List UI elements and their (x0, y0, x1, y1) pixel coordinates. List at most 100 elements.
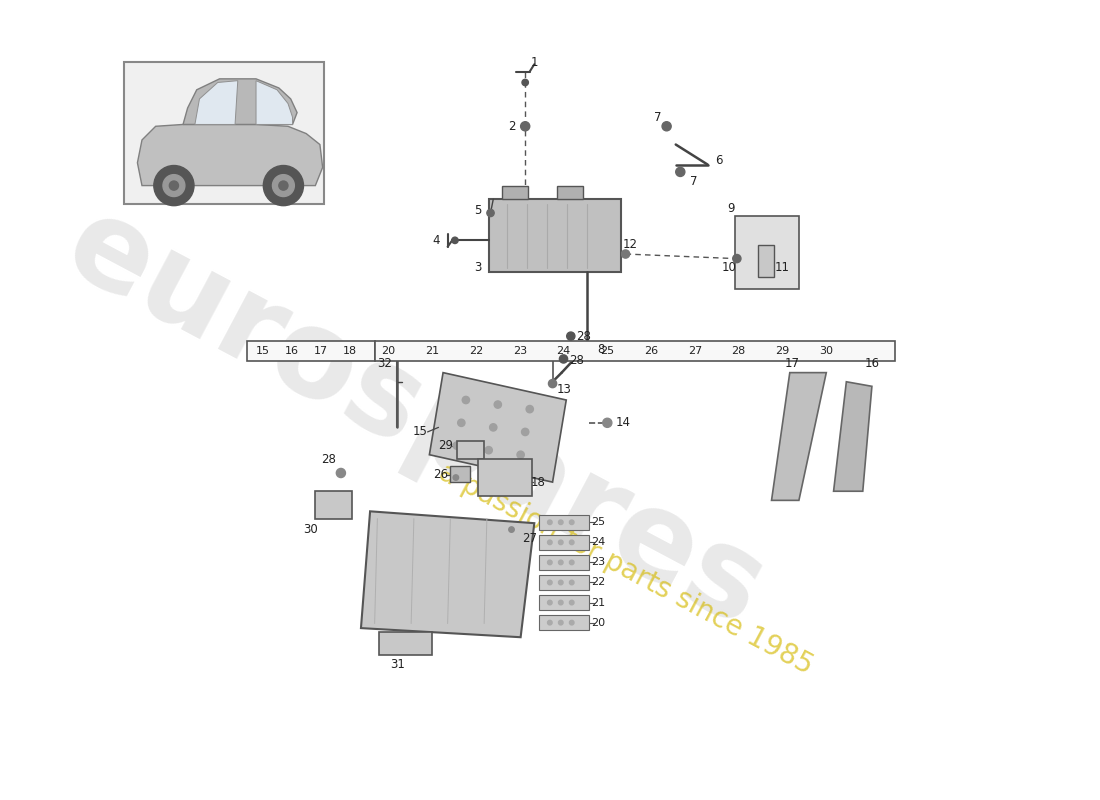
Bar (539, 515, 590, 530)
Circle shape (733, 254, 741, 262)
Text: 8: 8 (597, 343, 605, 356)
Circle shape (549, 379, 557, 388)
Bar (735, 216, 799, 289)
Circle shape (548, 600, 552, 605)
Text: 1: 1 (530, 56, 538, 69)
Polygon shape (429, 373, 566, 482)
Text: 10: 10 (722, 262, 736, 274)
Circle shape (337, 469, 345, 478)
Circle shape (548, 580, 552, 585)
Text: 28: 28 (732, 346, 746, 356)
Text: 21: 21 (425, 346, 439, 356)
Text: 23: 23 (513, 346, 527, 356)
Circle shape (603, 418, 612, 427)
Circle shape (559, 620, 563, 625)
Circle shape (273, 174, 295, 197)
Circle shape (570, 580, 574, 585)
Text: 11: 11 (776, 262, 790, 274)
Text: 7: 7 (653, 110, 661, 124)
Circle shape (485, 446, 493, 454)
Bar (557, 186, 583, 199)
Bar (758, 245, 774, 277)
Circle shape (548, 520, 552, 525)
Circle shape (462, 396, 470, 404)
Circle shape (522, 79, 528, 86)
Text: 3: 3 (474, 262, 482, 274)
Text: 7: 7 (690, 174, 697, 187)
Circle shape (452, 237, 458, 243)
Bar (539, 535, 590, 550)
Circle shape (675, 167, 685, 177)
Polygon shape (195, 81, 238, 125)
Text: 30: 30 (820, 346, 834, 356)
Circle shape (517, 451, 525, 458)
Polygon shape (256, 81, 293, 125)
Text: 2: 2 (508, 120, 515, 133)
Circle shape (621, 250, 629, 258)
Circle shape (570, 560, 574, 565)
Circle shape (154, 166, 194, 206)
Text: 22: 22 (591, 578, 605, 587)
Bar (539, 575, 590, 590)
Circle shape (570, 600, 574, 605)
Text: 28: 28 (576, 330, 591, 342)
Bar (379, 632, 432, 655)
Text: 18: 18 (343, 346, 358, 356)
Text: 26: 26 (644, 346, 658, 356)
Circle shape (559, 600, 563, 605)
Text: 6: 6 (715, 154, 723, 166)
Text: 15: 15 (255, 346, 270, 356)
Circle shape (458, 419, 465, 426)
Text: eurospares: eurospares (47, 186, 784, 651)
Text: 4: 4 (432, 234, 440, 247)
Polygon shape (138, 125, 322, 186)
Circle shape (570, 520, 574, 525)
Text: 28: 28 (569, 354, 584, 367)
Circle shape (548, 540, 552, 545)
Bar (488, 199, 622, 272)
Text: 30: 30 (304, 523, 318, 536)
Polygon shape (183, 79, 297, 125)
Circle shape (526, 406, 534, 413)
Circle shape (548, 560, 552, 565)
Circle shape (520, 122, 530, 131)
Bar (246, 341, 375, 361)
Text: a passion for parts since 1985: a passion for parts since 1985 (433, 458, 817, 680)
Circle shape (570, 540, 574, 545)
Bar (316, 491, 352, 518)
Circle shape (487, 210, 494, 217)
Bar (539, 555, 590, 570)
Circle shape (570, 620, 574, 625)
Circle shape (548, 620, 552, 625)
Text: 12: 12 (623, 238, 638, 251)
Bar (456, 441, 484, 459)
Circle shape (278, 181, 288, 190)
Circle shape (163, 174, 185, 197)
Polygon shape (361, 511, 535, 638)
Text: 29: 29 (776, 346, 790, 356)
Polygon shape (771, 373, 826, 500)
Text: 9: 9 (727, 202, 735, 215)
Circle shape (490, 424, 497, 431)
Circle shape (453, 475, 459, 480)
Text: 18: 18 (530, 476, 546, 489)
Bar (503, 186, 528, 199)
Circle shape (559, 540, 563, 545)
Bar (375, 341, 894, 361)
Text: 28: 28 (321, 453, 337, 466)
Text: 27: 27 (522, 532, 537, 545)
Bar (123, 62, 324, 204)
Text: 23: 23 (591, 558, 605, 567)
Circle shape (566, 332, 575, 340)
Circle shape (509, 527, 514, 532)
Text: 14: 14 (615, 416, 630, 430)
Text: 32: 32 (377, 357, 392, 370)
Text: 17: 17 (314, 346, 328, 356)
Bar (539, 615, 590, 630)
Circle shape (559, 560, 563, 565)
Text: 5: 5 (474, 204, 482, 217)
Text: 20: 20 (382, 346, 395, 356)
Circle shape (494, 401, 502, 408)
Text: 22: 22 (469, 346, 483, 356)
Text: 24: 24 (591, 538, 605, 547)
